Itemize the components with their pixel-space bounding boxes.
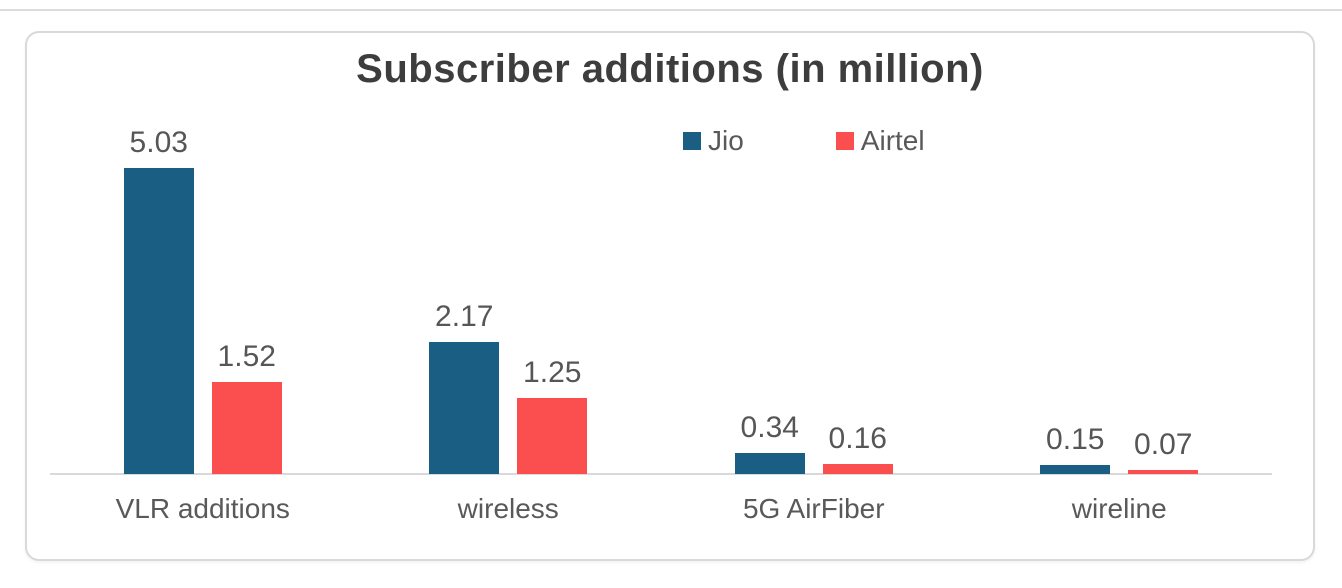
value-label-airtel-5g-airfiber: 0.16 xyxy=(828,422,887,455)
category-label-5g-airfiber: 5G AirFiber xyxy=(742,493,885,524)
bar-airtel-wireline xyxy=(1128,470,1199,474)
chart-card: Subscriber additions (in million) Jio Ai… xyxy=(25,31,1315,561)
bar-airtel-5g-airfiber xyxy=(822,464,893,474)
bar-jio-vlr-additions xyxy=(123,168,194,474)
bar-jio-wireless xyxy=(429,342,500,474)
bar-jio-wireline xyxy=(1040,465,1111,474)
category-label-wireline: wireline xyxy=(1071,493,1167,524)
legend-label-airtel: Airtel xyxy=(860,125,925,156)
value-label-airtel-vlr-additions: 1.52 xyxy=(217,340,276,373)
value-label-jio-wireline: 0.15 xyxy=(1046,423,1105,456)
top-divider xyxy=(0,9,1342,11)
category-label-vlr-additions: VLR additions xyxy=(115,493,290,524)
legend-item-airtel: Airtel xyxy=(835,125,925,157)
value-label-jio-5g-airfiber: 0.34 xyxy=(740,411,799,444)
value-label-airtel-wireless: 1.25 xyxy=(523,356,582,389)
chart-title: Subscriber additions (in million) xyxy=(356,47,984,91)
legend-item-jio: Jio xyxy=(683,125,744,157)
legend-swatch-airtel xyxy=(835,132,854,150)
x-axis-line xyxy=(50,473,1272,475)
legend-label-jio: Jio xyxy=(708,125,744,156)
value-label-airtel-wireline: 0.07 xyxy=(1134,428,1193,461)
chart-legend: Jio Airtel xyxy=(683,125,925,157)
value-label-jio-vlr-additions: 5.03 xyxy=(129,126,188,159)
bar-jio-5g-airfiber xyxy=(734,453,805,474)
plot-area: 5.03 1.52 VLR additions 2.17 1.25 wireless 0.3… xyxy=(50,33,1272,524)
category-label-wireless: wireless xyxy=(457,493,559,524)
bar-airtel-vlr-additions xyxy=(211,382,282,474)
bar-airtel-wireless xyxy=(517,398,588,474)
legend-swatch-jio xyxy=(683,132,701,150)
value-label-jio-wireless: 2.17 xyxy=(435,300,494,333)
